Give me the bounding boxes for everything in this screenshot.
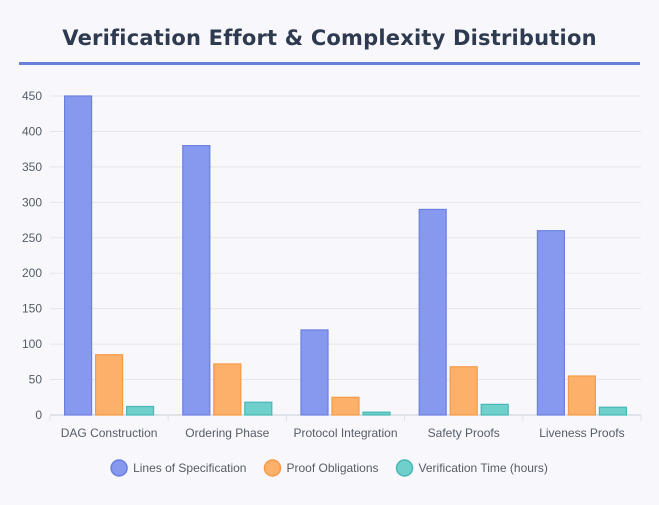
y-tick-label: 300 [22,195,42,209]
bar [125,405,155,416]
legend-label: Lines of Specification [133,461,246,475]
legend-label: Proof Obligations [286,461,378,475]
bar [598,406,628,416]
legend-label: Verification Time (hours) [419,461,548,475]
x-tick-label: Liveness Proofs [539,426,624,440]
bar [244,401,273,416]
bar [213,363,242,416]
y-tick-label: 50 [29,373,43,387]
y-tick-label: 200 [22,266,42,280]
y-axis: 0 50 100 150 200 250 300 350 400 450 [22,89,42,422]
bar [300,329,329,416]
y-tick-label: 100 [22,337,42,351]
legend-marker [395,459,414,477]
y-tick-label: 350 [22,160,42,174]
x-tick-label: Protocol Integration [293,426,397,440]
y-tick-label: 450 [22,89,42,103]
bar [567,375,597,416]
legend-marker [263,459,282,477]
x-tick-label: DAG Construction [61,426,158,440]
bar [63,95,93,416]
bars [63,95,628,416]
title-divider [19,62,640,65]
y-tick-label: 150 [22,302,42,316]
y-tick-label: 0 [35,408,42,422]
bar [94,354,124,416]
bar [331,396,360,416]
x-tick-label: Ordering Phase [185,426,269,440]
y-tick-label: 250 [22,231,42,245]
bar [362,411,391,416]
legend-marker [110,459,128,477]
bar [418,208,447,416]
bar [480,403,509,416]
x-tick-label: Safety Proofs [428,426,500,440]
chart-title: Verification Effort & Complexity Distrib… [62,26,597,50]
x-axis: DAG Construction Ordering Phase Protocol I… [49,415,642,440]
bar [449,366,478,416]
y-tick-label: 400 [22,124,42,138]
bar [536,230,566,416]
bar [182,145,211,416]
legend: Lines of Specification Proof Obligations V… [110,459,548,477]
